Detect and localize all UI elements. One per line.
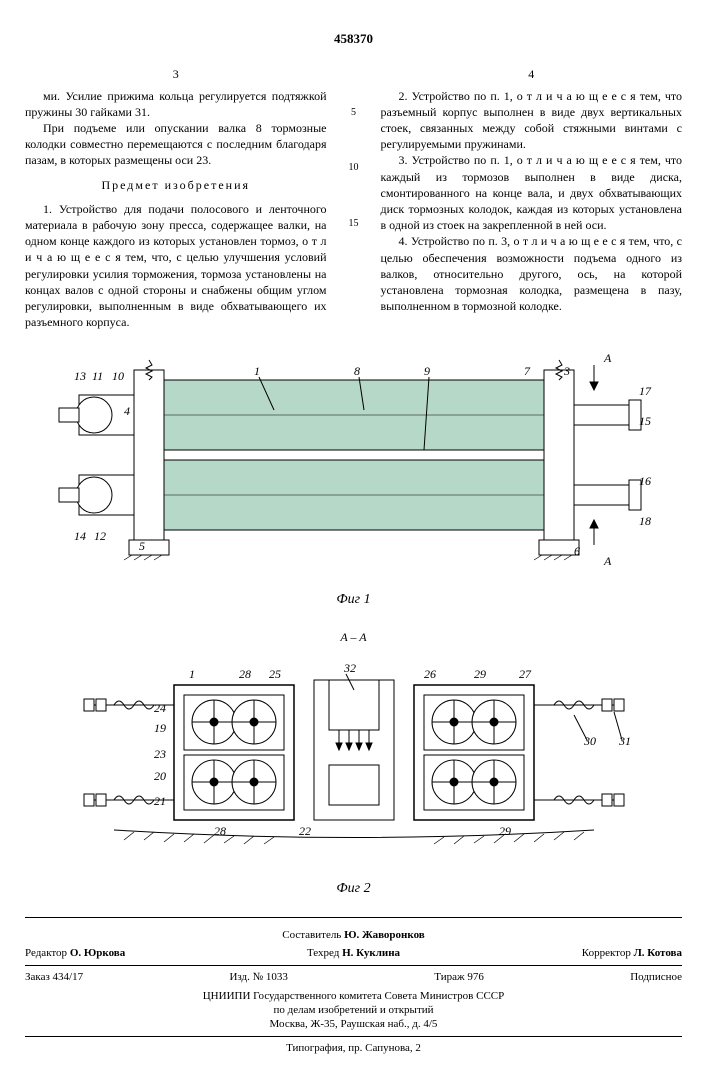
svg-text:5: 5 [139,539,145,553]
svg-text:27: 27 [519,667,532,681]
svg-text:21: 21 [154,794,166,808]
line-num: 5 [347,106,361,120]
fig1-caption: Фиг 1 [25,591,682,610]
line-number-gutter: 5 10 15 [347,66,361,331]
svg-text:18: 18 [639,514,651,528]
svg-text:32: 32 [343,661,356,675]
svg-text:29: 29 [474,667,486,681]
svg-text:23: 23 [154,747,166,761]
para-l2: При подъеме или опускании валка 8 тормоз… [25,120,327,169]
org-line-2: по делам изобретений и открытий [25,1003,682,1017]
svg-text:13: 13 [74,369,86,383]
svg-text:15: 15 [639,414,651,428]
svg-text:19: 19 [154,721,166,735]
svg-text:20: 20 [154,769,166,783]
svg-text:22: 22 [299,824,311,838]
figure-2: A – A [25,629,682,898]
techred-name: Н. Куклина [342,947,400,959]
svg-text:17: 17 [639,384,652,398]
para-r3: 4. Устройство по п. 3, о т л и ч а ю щ е… [381,233,683,314]
org-line-1: ЦНИИПИ Государственного комитета Совета … [25,989,682,1003]
fig2-svg: 12825 32 262927 241923 2021 28 29 3031 2… [54,650,654,870]
svg-text:A: A [603,351,612,365]
order-number: Заказ 434/17 [25,970,83,985]
typography-line: Типография, пр. Сапунова, 2 [25,1041,682,1056]
svg-text:16: 16 [639,474,651,488]
svg-text:1: 1 [254,364,260,378]
svg-text:9: 9 [424,364,430,378]
compiler-label: Составитель [282,929,341,941]
para-l1: ми. Усилие прижима кольца регулируется п… [25,88,327,120]
column-right: 4 2. Устройство по п. 1, о т л и ч а ю щ… [381,66,683,331]
svg-text:10: 10 [112,369,124,383]
fig1-svg: 131110 4 14125 189 73 A 1715 1618 6 A [54,350,654,580]
column-left: 3 ми. Усилие прижима кольца регулируется… [25,66,327,331]
svg-text:25: 25 [269,667,281,681]
corrector-name: Л. Котова [634,947,682,959]
corrector-label: Корректор [582,947,631,959]
techred-label: Техред [307,947,339,959]
line-num: 10 [347,161,361,175]
svg-text:6: 6 [574,544,580,558]
svg-text:12: 12 [94,529,106,543]
svg-text:3: 3 [563,364,570,378]
line-num: 15 [347,217,361,231]
svg-text:1: 1 [189,667,195,681]
footer: Составитель Ю. Жаворонков Редактор О. Юр… [25,917,682,1056]
subject-heading: Предмет изобретения [25,177,327,193]
org-address: Москва, Ж-35, Раушская наб., д. 4/5 [25,1017,682,1031]
svg-text:4: 4 [124,404,130,418]
patent-number: 458370 [25,30,682,48]
text-columns: 3 ми. Усилие прижима кольца регулируется… [25,66,682,331]
fig2-caption: Фиг 2 [25,880,682,899]
para-l3: 1. Устройство для подачи полосового и ле… [25,201,327,331]
svg-text:24: 24 [154,701,166,715]
podpisnoe: Подписное [630,970,682,985]
svg-text:8: 8 [354,364,360,378]
fig2-section-label: A – A [25,629,682,645]
izd-number: Изд. № 1033 [229,970,287,985]
svg-text:14: 14 [74,529,86,543]
editor-name: О. Юркова [70,947,125,959]
para-r2: 3. Устройство по п. 1, о т л и ч а ю щ е… [381,152,683,233]
svg-text:11: 11 [92,369,103,383]
svg-text:28: 28 [214,824,226,838]
svg-text:29: 29 [499,824,511,838]
editor-label: Редактор [25,947,67,959]
svg-text:A: A [603,554,612,568]
page-num-right: 4 [381,66,683,82]
compiler-name: Ю. Жаворонков [344,929,425,941]
figure-1: 131110 4 14125 189 73 A 1715 1618 6 A Фи… [25,350,682,609]
tirazh: Тираж 976 [434,970,484,985]
page-num-left: 3 [25,66,327,82]
para-r1: 2. Устройство по п. 1, о т л и ч а ю щ е… [381,88,683,153]
svg-text:28: 28 [239,667,251,681]
svg-text:7: 7 [524,364,531,378]
svg-text:26: 26 [424,667,436,681]
svg-text:31: 31 [618,734,631,748]
